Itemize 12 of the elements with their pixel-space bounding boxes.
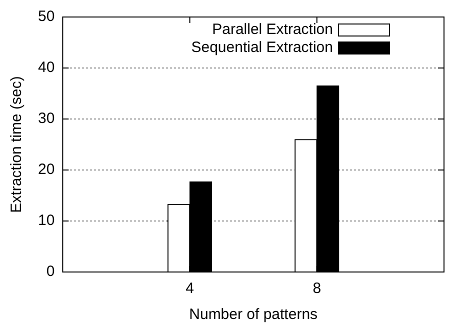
y-tick-label: 20 [38,161,55,178]
legend-label: Sequential Extraction [191,39,333,56]
y-tick-label: 40 [38,59,55,76]
y-tick-label: 50 [38,8,55,26]
x-tick-label: 8 [312,280,322,298]
y-tick-label: 0 [46,263,55,280]
legend-label: Parallel Extraction [212,21,333,38]
x-axis-title: Number of patterns [189,306,318,324]
y-tick-label: 30 [38,110,55,128]
y-axis-title: Extraction time (sec) [8,76,26,213]
x-tick-label: 4 [186,280,194,298]
y-tick-label: 10 [38,212,55,230]
